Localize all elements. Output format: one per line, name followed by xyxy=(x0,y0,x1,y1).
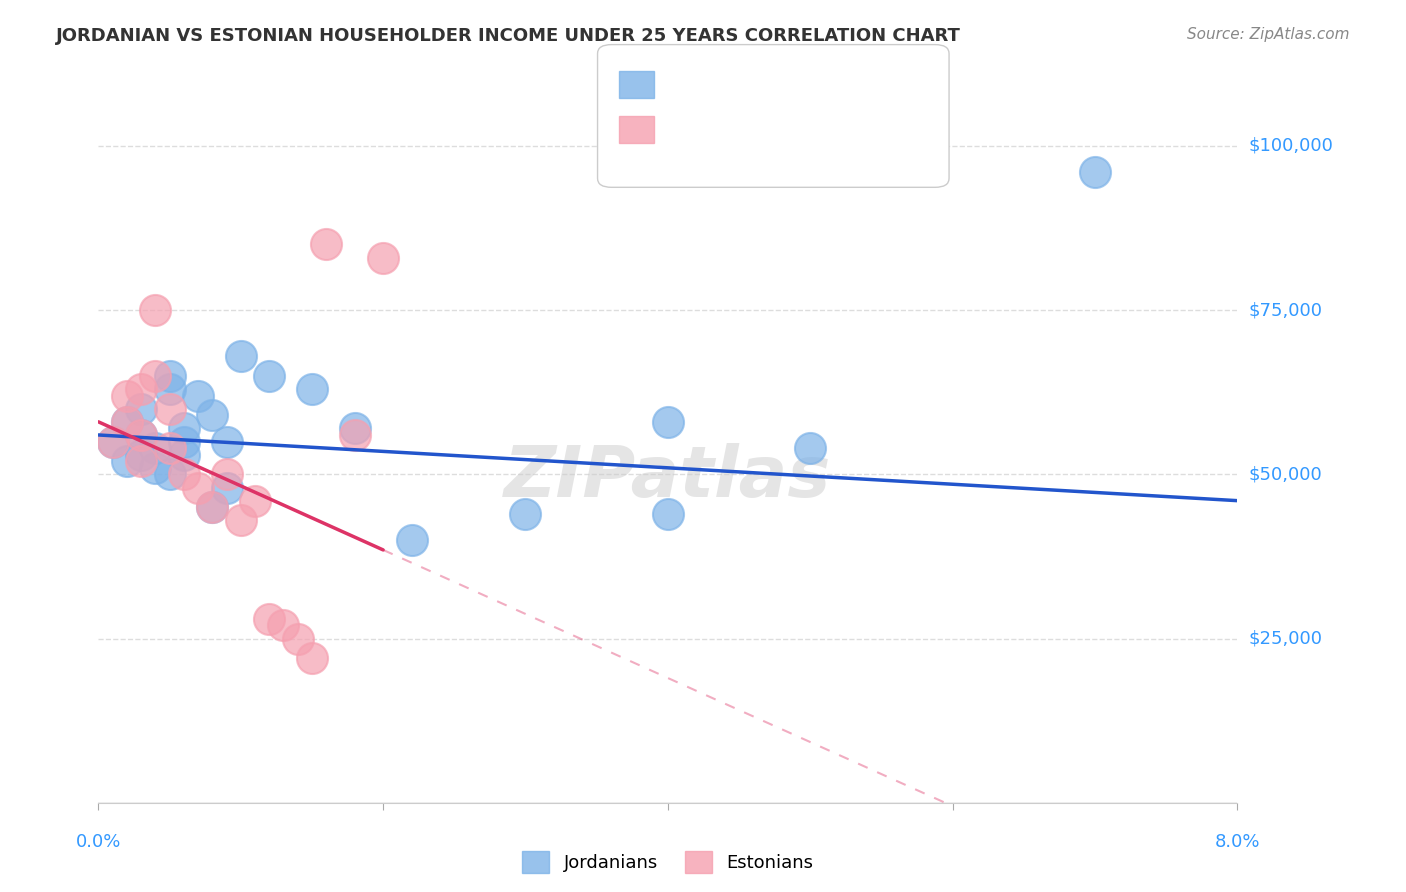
Point xyxy=(215,434,238,449)
Point xyxy=(343,421,366,435)
Text: ZIPatlas: ZIPatlas xyxy=(505,443,831,512)
Point xyxy=(371,251,394,265)
Point xyxy=(259,612,281,626)
Point xyxy=(159,441,181,455)
Point xyxy=(159,401,181,416)
Legend: Jordanians, Estonians: Jordanians, Estonians xyxy=(515,844,821,880)
Point xyxy=(229,513,252,527)
Point xyxy=(1084,165,1107,179)
Point xyxy=(301,382,323,396)
Point xyxy=(343,428,366,442)
Text: -0.102: -0.102 xyxy=(696,76,755,94)
Point xyxy=(301,651,323,665)
Point xyxy=(187,388,209,402)
Text: $50,000: $50,000 xyxy=(1249,466,1322,483)
Point xyxy=(129,428,152,442)
Point xyxy=(315,237,337,252)
Point xyxy=(145,460,167,475)
Point xyxy=(243,493,266,508)
Point xyxy=(287,632,309,646)
Point xyxy=(215,481,238,495)
Point xyxy=(145,303,167,318)
Point xyxy=(229,349,252,363)
Point xyxy=(115,415,138,429)
Point xyxy=(799,441,821,455)
Point xyxy=(145,441,167,455)
Point xyxy=(173,434,195,449)
Text: R =: R = xyxy=(662,120,699,138)
Text: $25,000: $25,000 xyxy=(1249,630,1323,648)
Point xyxy=(173,467,195,482)
Point xyxy=(129,382,152,396)
Point xyxy=(101,434,124,449)
Point xyxy=(129,428,152,442)
Point xyxy=(201,500,224,515)
Point xyxy=(145,368,167,383)
Point xyxy=(401,533,423,547)
Point xyxy=(159,467,181,482)
Point xyxy=(115,388,138,402)
Point xyxy=(273,618,295,632)
Point xyxy=(173,448,195,462)
Point xyxy=(259,368,281,383)
Text: JORDANIAN VS ESTONIAN HOUSEHOLDER INCOME UNDER 25 YEARS CORRELATION CHART: JORDANIAN VS ESTONIAN HOUSEHOLDER INCOME… xyxy=(56,27,962,45)
Point xyxy=(215,467,238,482)
Text: Source: ZipAtlas.com: Source: ZipAtlas.com xyxy=(1187,27,1350,42)
Text: N = 29: N = 29 xyxy=(766,76,824,94)
Point xyxy=(115,454,138,468)
Point xyxy=(173,421,195,435)
Point xyxy=(159,382,181,396)
Point xyxy=(201,409,224,423)
Point xyxy=(115,415,138,429)
Text: N = 23: N = 23 xyxy=(766,120,824,138)
Point xyxy=(101,434,124,449)
Point xyxy=(129,448,152,462)
Text: $75,000: $75,000 xyxy=(1249,301,1323,319)
Text: R =: R = xyxy=(662,76,699,94)
Text: -0.277: -0.277 xyxy=(696,120,755,138)
Point xyxy=(129,454,152,468)
Point xyxy=(201,500,224,515)
Point xyxy=(515,507,537,521)
Point xyxy=(657,507,679,521)
Text: 8.0%: 8.0% xyxy=(1215,833,1260,851)
Point xyxy=(129,401,152,416)
Point xyxy=(187,481,209,495)
Text: 0.0%: 0.0% xyxy=(76,833,121,851)
Text: $100,000: $100,000 xyxy=(1249,137,1333,155)
Point xyxy=(159,368,181,383)
Point xyxy=(657,415,679,429)
